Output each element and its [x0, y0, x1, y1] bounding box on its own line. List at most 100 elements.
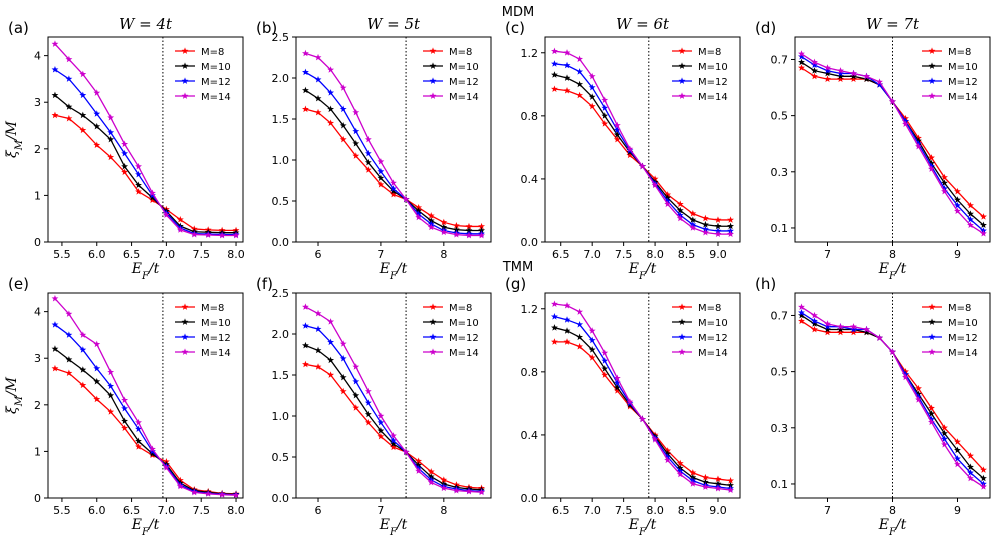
- data-point-m10: [135, 437, 142, 445]
- legend-marker: [181, 303, 189, 310]
- data-point-m14: [135, 418, 142, 426]
- legend-label: M=8: [948, 47, 971, 58]
- data-point-m10: [576, 333, 584, 341]
- y-tick-label: 2: [34, 143, 41, 156]
- legend-marker: [678, 348, 686, 355]
- legend: M=8 M=10 M=12 M=14: [672, 47, 728, 103]
- data-point-m12: [876, 81, 883, 88]
- data-point-m8: [676, 459, 684, 467]
- data-point-m10: [601, 365, 609, 372]
- plot-frame: [295, 36, 492, 243]
- y-axis-label: ξM/M: [4, 376, 25, 414]
- legend-label: M=12: [449, 333, 479, 344]
- data-point-m14: [837, 67, 844, 74]
- data-point-m8: [798, 64, 805, 71]
- x-tick-label: 7.5: [192, 504, 210, 517]
- data-point-m8: [327, 371, 335, 378]
- data-point-m14: [863, 72, 870, 80]
- data-point-m14: [889, 348, 896, 355]
- data-point-m10: [863, 75, 870, 83]
- data-point-m10: [837, 325, 844, 333]
- legend-label: M=8: [201, 303, 224, 314]
- legend-marker: [181, 92, 189, 99]
- data-point-m10: [352, 391, 360, 399]
- data-point-m10: [65, 356, 73, 363]
- data-point-m10: [824, 69, 831, 77]
- data-point-m14: [440, 484, 448, 492]
- data-point-m14: [218, 231, 226, 239]
- data-point-m14: [876, 78, 883, 85]
- data-point-m12: [427, 220, 435, 227]
- data-point-m14: [613, 121, 621, 129]
- y-tick-label: 0: [34, 236, 41, 249]
- data-point-m12: [93, 110, 101, 117]
- legend-marker: [928, 348, 936, 355]
- data-point-m12: [93, 364, 101, 372]
- data-point-m12: [327, 89, 335, 96]
- data-point-m8: [415, 457, 423, 465]
- data-point-m8: [440, 476, 448, 483]
- data-point-m10: [980, 221, 987, 229]
- data-point-m10: [824, 325, 831, 333]
- panel-g: 6.5 7.0 7.5 8.0 8.5 9.0 0.0 0.4 0.8 1.2 (g) EF/t M=8…: [505, 275, 741, 535]
- data-point-m14: [314, 53, 322, 61]
- data-point-m10: [588, 346, 596, 353]
- data-point-m10: [452, 226, 460, 233]
- data-point-m10: [798, 58, 805, 66]
- data-point-m14: [402, 448, 410, 455]
- data-point-m8: [941, 424, 948, 431]
- data-point-m8: [551, 338, 558, 345]
- legend-marker: [678, 47, 686, 54]
- x-tick-label: 8.5: [678, 504, 696, 517]
- y-tick-label: 0.7: [771, 53, 789, 66]
- data-point-m8: [440, 218, 448, 226]
- panel-b: 6 7 8 0.0 0.5 1.0 1.5 2.0 2.5(b) W = 5t EF/t M=8 M=1…: [256, 15, 492, 282]
- panel-a: 5.5 6.0 6.5 7.0 7.5 8.0 0 1 2 3 4 (a) W = 4t EF/t ξM/M…: [4, 15, 245, 282]
- data-point-m8: [93, 141, 101, 148]
- data-point-m8: [314, 108, 322, 116]
- data-point-m14: [798, 50, 805, 57]
- legend-marker: [429, 303, 437, 310]
- data-point-m10: [327, 356, 335, 364]
- x-tick-label: 9.0: [709, 248, 727, 261]
- data-point-m14: [902, 373, 909, 381]
- x-tick-label: 9: [954, 504, 961, 517]
- data-point-m14: [339, 340, 347, 347]
- y-tick-label: 0.0: [521, 492, 539, 505]
- x-tick-label: 7.5: [192, 248, 210, 261]
- x-axis-label: EF/t: [628, 261, 657, 282]
- x-tick-label: 9: [954, 248, 961, 261]
- panel-letter: (h): [755, 275, 776, 293]
- data-point-m8: [93, 395, 101, 403]
- data-point-m14: [302, 49, 309, 57]
- data-point-m10: [364, 158, 372, 166]
- legend-label: M=12: [449, 77, 479, 88]
- legend-marker: [181, 348, 189, 355]
- data-point-m14: [967, 221, 974, 229]
- data-point-m14: [689, 480, 697, 487]
- data-point-m8: [364, 418, 372, 426]
- data-point-m10: [837, 72, 844, 80]
- data-point-m12: [824, 323, 831, 330]
- x-tick-label: 8: [889, 248, 896, 261]
- series-line-m12: [554, 63, 731, 232]
- data-point-m8: [576, 343, 584, 350]
- x-tick-label: 7.5: [615, 248, 633, 261]
- data-point-m8: [478, 222, 485, 230]
- data-point-m8: [928, 404, 935, 412]
- data-point-m12: [364, 149, 372, 157]
- data-point-m12: [135, 425, 142, 432]
- data-point-m10: [65, 103, 73, 110]
- legend-label: M=8: [449, 47, 472, 58]
- y-tick-label: 0.0: [521, 236, 539, 249]
- x-tick-label: 6.5: [123, 248, 141, 261]
- data-point-m8: [135, 443, 142, 450]
- data-point-m8: [314, 363, 322, 370]
- data-point-m8: [79, 126, 87, 134]
- data-point-m12: [941, 435, 948, 442]
- y-tick-label: 2.5: [272, 31, 290, 44]
- data-point-m10: [588, 93, 596, 100]
- data-point-m10: [863, 328, 870, 336]
- data-point-m14: [664, 200, 672, 208]
